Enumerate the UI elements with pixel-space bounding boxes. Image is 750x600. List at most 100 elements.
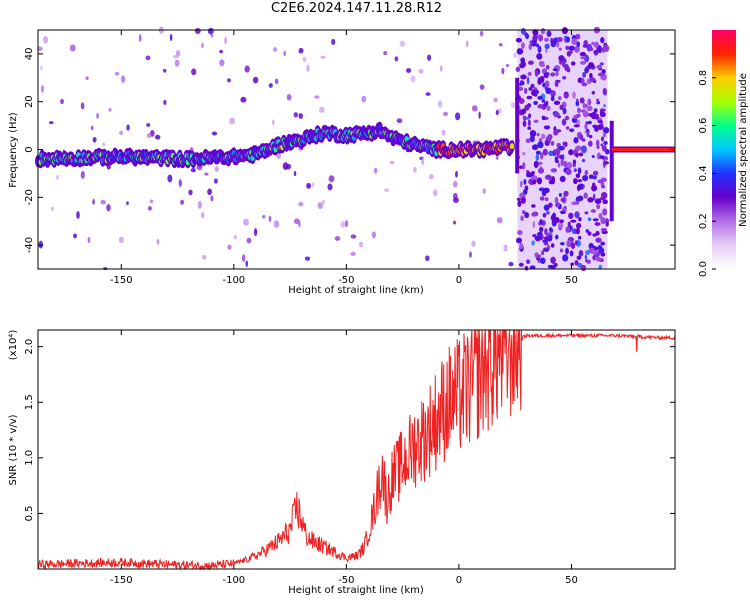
noise-speckle: [582, 110, 589, 118]
noise-speckle: [550, 72, 556, 77]
y-tick-label: 0: [24, 146, 35, 152]
snr-line: [37, 329, 676, 571]
noise-speckle: [546, 30, 552, 37]
speckle: [508, 261, 514, 267]
speckle: [437, 100, 443, 108]
speckle: [191, 68, 197, 76]
speckle: [585, 250, 591, 255]
speckle: [304, 256, 311, 261]
speckle: [108, 108, 112, 112]
noise-speckle: [574, 260, 579, 266]
noise-speckle: [587, 98, 592, 106]
speckle: [51, 206, 54, 212]
noise-speckle: [565, 36, 570, 43]
noise-speckle: [570, 219, 577, 223]
speckle: [320, 55, 326, 59]
speckle: [76, 211, 80, 219]
speckle: [121, 75, 126, 83]
speckle: [276, 153, 282, 159]
noise-speckle: [550, 90, 556, 97]
noise-speckle: [564, 115, 570, 121]
noise-speckle: [569, 128, 575, 133]
speckle: [584, 254, 588, 260]
speckle: [306, 64, 310, 72]
speckle: [119, 130, 124, 136]
noise-speckle: [605, 222, 609, 227]
speckle: [528, 43, 533, 50]
noise-speckle: [559, 248, 564, 253]
noise-speckle: [553, 100, 561, 105]
speckle: [85, 76, 89, 81]
noise-speckle: [550, 95, 555, 102]
noise-speckle: [537, 167, 545, 174]
speckle: [396, 118, 403, 124]
speckle: [496, 217, 503, 224]
noise-speckle: [536, 257, 540, 261]
noise-speckle: [520, 215, 524, 222]
speckle: [532, 220, 536, 228]
edge-streak-right: [609, 120, 614, 222]
noise-speckle: [523, 178, 527, 185]
speckle: [194, 28, 201, 34]
noise-speckle: [538, 187, 546, 192]
speckle: [439, 65, 443, 72]
noise-speckle: [537, 45, 542, 53]
noise-speckle: [541, 250, 545, 256]
speckle: [229, 117, 236, 125]
speckle: [219, 59, 225, 67]
speckle: [298, 201, 304, 207]
noise-speckle: [550, 168, 558, 173]
noise-speckle: [577, 235, 582, 240]
noise-speckle: [538, 34, 544, 42]
speckle: [272, 119, 275, 126]
noise-speckle: [577, 167, 582, 175]
snr-series: [37, 329, 676, 571]
noise-speckle: [571, 38, 578, 45]
speckle: [591, 41, 595, 46]
noise-speckle: [556, 154, 561, 159]
speckle: [479, 84, 485, 90]
speckle: [87, 236, 91, 244]
noise-speckle: [545, 100, 549, 106]
speckle: [311, 182, 315, 188]
speckle: [526, 76, 530, 85]
speckle: [298, 112, 303, 120]
x-tick-label: -100: [222, 275, 245, 286]
bottom-plot-area: [38, 330, 675, 569]
x-tick-label: 50: [565, 275, 578, 286]
bottom-y-scale-label: (x10⁴): [8, 330, 19, 361]
y-tick-label: 0.5: [24, 505, 35, 521]
x-tick-label: -150: [110, 275, 133, 286]
colorbar-tick-label: 0.0: [698, 261, 709, 277]
speckle: [178, 179, 183, 187]
noise-speckle: [550, 140, 555, 146]
noise-speckle: [602, 199, 608, 205]
speckle: [80, 102, 85, 110]
speckle: [479, 30, 484, 37]
speckle: [394, 56, 399, 62]
noise-speckle: [568, 213, 574, 219]
noise-speckle: [575, 173, 581, 179]
speckle: [227, 78, 231, 83]
speckle: [211, 131, 218, 136]
noise-speckle: [519, 80, 525, 86]
noise-speckle: [515, 37, 523, 43]
noise-speckle: [547, 264, 554, 269]
noise-speckle: [528, 113, 532, 119]
speckle: [244, 65, 250, 73]
noise-speckle: [588, 174, 594, 179]
noise-speckle: [596, 98, 600, 103]
speckle: [145, 55, 151, 61]
noise-speckle: [550, 214, 556, 222]
noise-speckle: [575, 33, 581, 40]
noise-speckle: [600, 108, 606, 112]
noise-speckle: [522, 210, 526, 214]
speckle: [167, 174, 173, 183]
noise-speckle: [545, 174, 552, 180]
speckle: [425, 255, 430, 262]
noise-speckle: [548, 180, 555, 185]
noise-speckle: [524, 212, 530, 219]
noise-speckle: [573, 45, 580, 53]
speckle: [156, 238, 160, 245]
noise-speckle: [537, 141, 544, 149]
